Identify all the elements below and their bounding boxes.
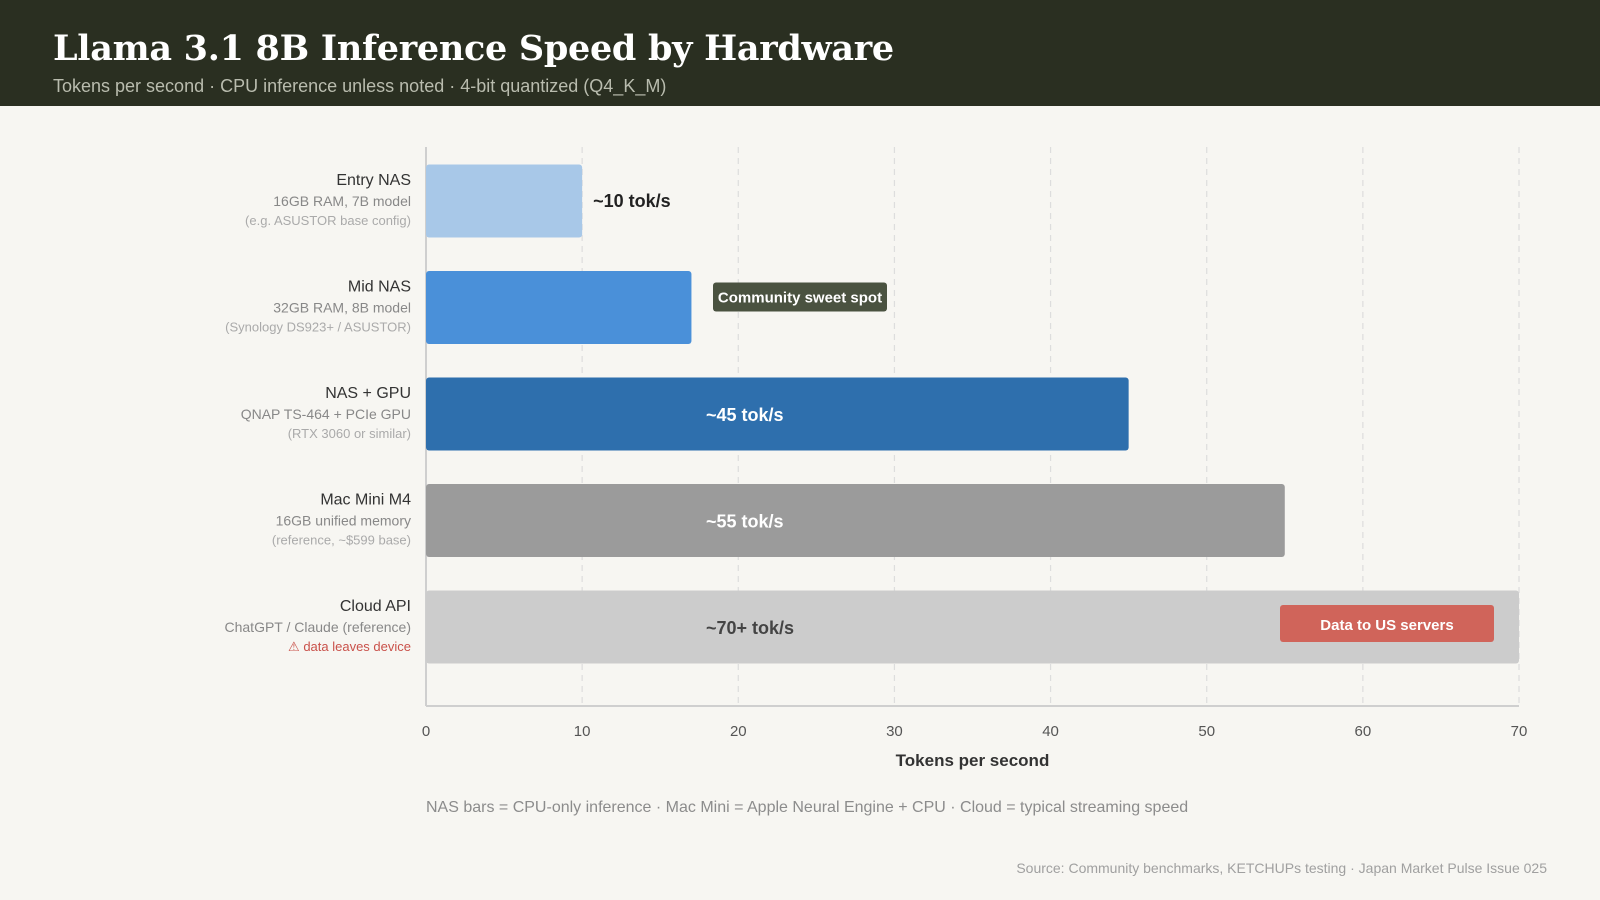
x-tick-label: 20 bbox=[730, 723, 747, 740]
category-detail: 16GB unified memory bbox=[276, 513, 411, 529]
category-label: Entry NAS bbox=[336, 172, 411, 189]
badge-box bbox=[1280, 605, 1494, 642]
bar bbox=[426, 271, 692, 344]
bar-value-label: ~70+ tok/s bbox=[706, 618, 794, 638]
category-note: (reference, ~$599 base) bbox=[272, 533, 411, 548]
x-axis-title: Tokens per second bbox=[896, 751, 1050, 770]
page-title: Llama 3.1 8B Inference Speed by Hardware bbox=[53, 28, 894, 69]
sweet-spot-badge: Community sweet spot bbox=[718, 290, 882, 307]
bar bbox=[426, 484, 1285, 557]
x-tick-label: 30 bbox=[886, 723, 903, 740]
bar-value-label: ~10 tok/s bbox=[593, 191, 671, 211]
chart-footnote: NAS bars = CPU-only inference · Mac Mini… bbox=[426, 799, 1189, 816]
category-detail: 32GB RAM, 8B model bbox=[273, 300, 411, 316]
category-label: NAS + GPU bbox=[325, 385, 411, 402]
x-tick-label: 60 bbox=[1355, 723, 1372, 740]
bar bbox=[426, 590, 1519, 664]
page-subtitle: Tokens per second · CPU inference unless… bbox=[53, 76, 667, 96]
x-tick-label: 0 bbox=[422, 723, 430, 740]
x-tick-label: 70 bbox=[1511, 723, 1528, 740]
badge-box bbox=[713, 282, 887, 312]
category-note: (RTX 3060 or similar) bbox=[288, 426, 411, 441]
category-note: (e.g. ASUSTOR base config) bbox=[245, 213, 411, 228]
category-note: (Synology DS923+ / ASUSTOR) bbox=[225, 320, 411, 335]
category-label: Cloud API bbox=[340, 598, 411, 615]
bar bbox=[426, 164, 583, 238]
category-detail: 16GB RAM, 7B model bbox=[273, 193, 411, 209]
category-label: Mac Mini M4 bbox=[320, 492, 411, 509]
header-band: Llama 3.1 8B Inference Speed by Hardware… bbox=[0, 0, 1600, 106]
bar-value-label: ~45 tok/s bbox=[706, 405, 784, 425]
x-tick-label: 10 bbox=[574, 723, 591, 740]
bar bbox=[426, 377, 1129, 451]
category-warning: ⚠ data leaves device bbox=[288, 639, 411, 654]
bar-value-label: ~55 tok/s bbox=[706, 512, 784, 532]
category-detail: QNAP TS-464 + PCIe GPU bbox=[241, 406, 411, 422]
category-detail: ChatGPT / Claude (reference) bbox=[225, 619, 412, 635]
source-credit: Source: Community benchmarks, KETCHUPs t… bbox=[1016, 860, 1547, 876]
data-warning-badge: Data to US servers bbox=[1320, 617, 1453, 634]
x-tick-label: 50 bbox=[1198, 723, 1215, 740]
x-tick-label: 40 bbox=[1042, 723, 1059, 740]
category-label: Mid NAS bbox=[348, 279, 411, 296]
